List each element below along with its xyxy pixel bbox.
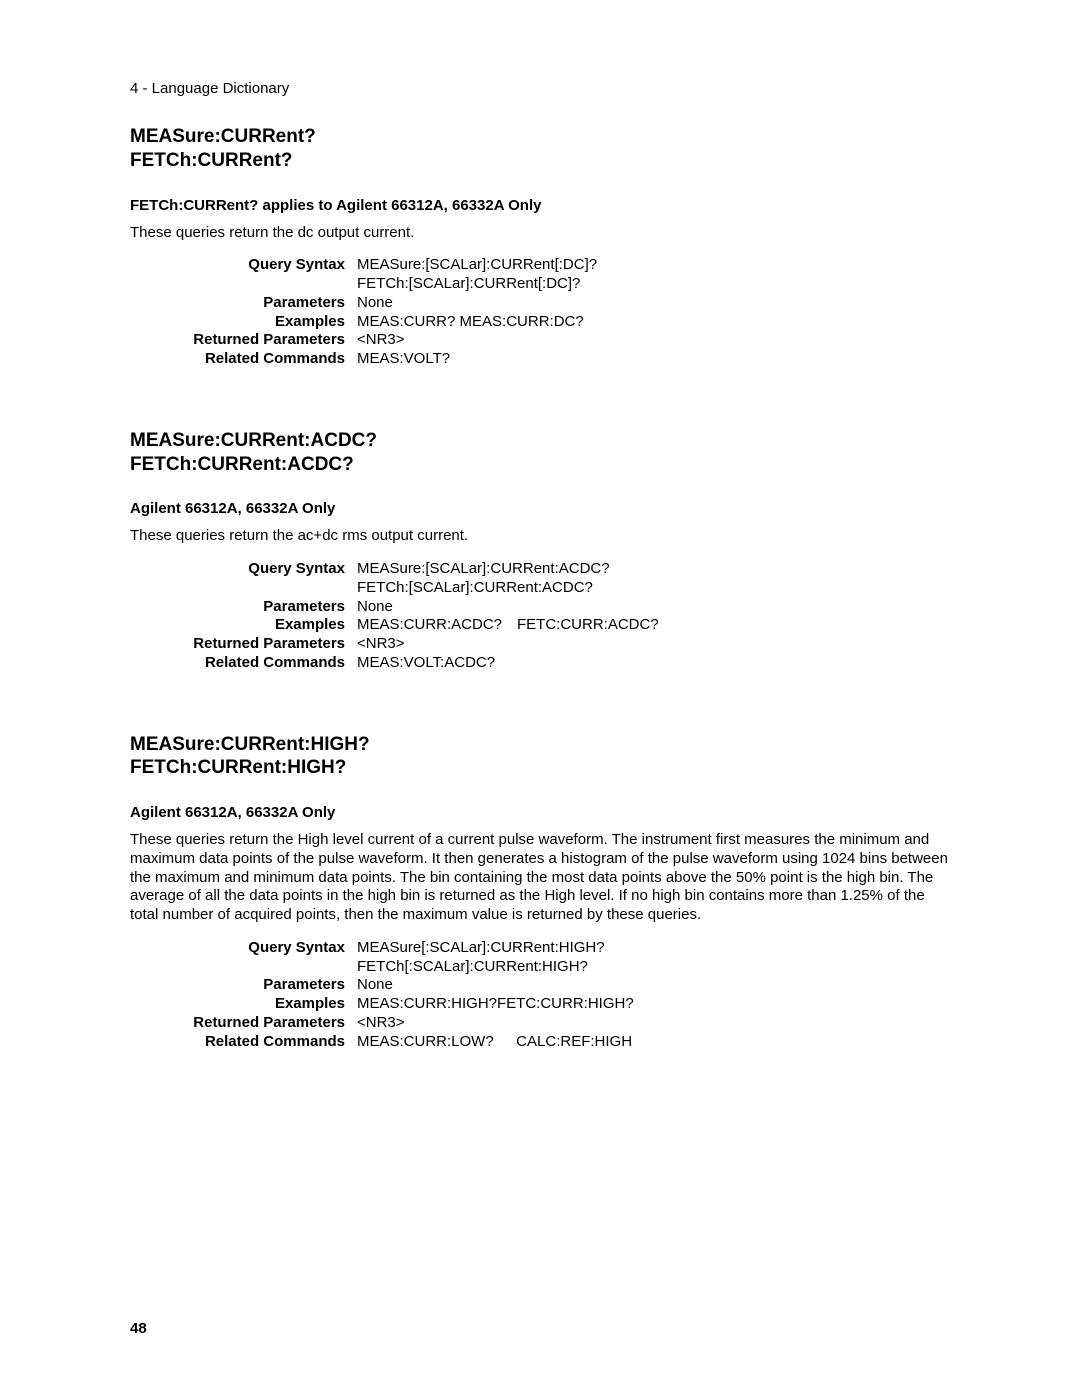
param-label: Examples (130, 995, 357, 1014)
param-label: Query Syntax (130, 256, 357, 275)
param-value: None (357, 976, 950, 995)
command-subhead: FETCh:CURRent? applies to Agilent 66312A… (130, 197, 950, 214)
command-description: These queries return the dc output curre… (130, 224, 950, 243)
command-title-line2: FETCh:CURRent? (130, 149, 950, 173)
param-value: MEAS:CURR:HIGH?FETC:CURR:HIGH? (357, 995, 950, 1014)
command-title-line2: FETCh:CURRent:ACDC? (130, 453, 950, 477)
param-label: Examples (130, 313, 357, 332)
command-subhead: Agilent 66312A, 66332A Only (130, 500, 950, 517)
param-label: Related Commands (130, 1033, 357, 1052)
param-value: None (357, 598, 950, 617)
param-value: MEASure:[SCALar]:CURRent:ACDC? (357, 560, 950, 579)
parameter-table: Query Syntax MEASure:[SCALar]:CURRent[:D… (130, 256, 950, 369)
param-label: Parameters (130, 976, 357, 995)
page-number: 48 (130, 1320, 147, 1337)
param-label: Returned Parameters (130, 331, 357, 350)
command-title-line1: MEASure:CURRent:ACDC? (130, 429, 950, 453)
param-row-related: Related Commands MEAS:CURR:LOW? CALC:REF… (130, 1033, 950, 1052)
param-label: Returned Parameters (130, 1014, 357, 1033)
param-row-query-syntax: Query Syntax MEASure:[SCALar]:CURRent[:D… (130, 256, 950, 275)
param-value: MEAS:CURR? MEAS:CURR:DC? (357, 313, 950, 332)
command-subhead: Agilent 66312A, 66332A Only (130, 804, 950, 821)
param-value: MEAS:VOLT? (357, 350, 950, 369)
param-label: Returned Parameters (130, 635, 357, 654)
param-value: FETCh[:SCALar]:CURRent:HIGH? (357, 958, 950, 977)
param-row-returned: Returned Parameters <NR3> (130, 331, 950, 350)
param-row-query-syntax: Query Syntax MEASure:[SCALar]:CURRent:AC… (130, 560, 950, 579)
param-label: Related Commands (130, 654, 357, 673)
param-value: FETCh:[SCALar]:CURRent[:DC]? (357, 275, 950, 294)
param-label: Examples (130, 616, 357, 635)
param-value: MEASure[:SCALar]:CURRent:HIGH? (357, 939, 950, 958)
param-value: FETCh:[SCALar]:CURRent:ACDC? (357, 579, 950, 598)
param-value: <NR3> (357, 1014, 950, 1033)
param-row-query-syntax-2: FETCh:[SCALar]:CURRent:ACDC? (130, 579, 950, 598)
param-value: MEAS:CURR:ACDC? FETC:CURR:ACDC? (357, 616, 950, 635)
param-row-returned: Returned Parameters <NR3> (130, 635, 950, 654)
command-description: These queries return the High level curr… (130, 831, 950, 925)
param-row-query-syntax-2: FETCh:[SCALar]:CURRent[:DC]? (130, 275, 950, 294)
param-value: <NR3> (357, 331, 950, 350)
param-label: Query Syntax (130, 560, 357, 579)
param-row-returned: Returned Parameters <NR3> (130, 1014, 950, 1033)
param-value: <NR3> (357, 635, 950, 654)
param-row-related: Related Commands MEAS:VOLT? (130, 350, 950, 369)
param-label: Related Commands (130, 350, 357, 369)
param-row-examples: Examples MEAS:CURR:ACDC? FETC:CURR:ACDC? (130, 616, 950, 635)
param-label-empty (130, 579, 357, 598)
param-row-related: Related Commands MEAS:VOLT:ACDC? (130, 654, 950, 673)
param-label-empty (130, 275, 357, 294)
param-value: MEAS:CURR:LOW? CALC:REF:HIGH (357, 1033, 950, 1052)
param-row-examples: Examples MEAS:CURR? MEAS:CURR:DC? (130, 313, 950, 332)
param-row-parameters: Parameters None (130, 598, 950, 617)
command-title-line1: MEASure:CURRent? (130, 125, 950, 149)
param-label: Query Syntax (130, 939, 357, 958)
param-row-examples: Examples MEAS:CURR:HIGH?FETC:CURR:HIGH? (130, 995, 950, 1014)
parameter-table: Query Syntax MEASure:[SCALar]:CURRent:AC… (130, 560, 950, 673)
param-row-query-syntax-2: FETCh[:SCALar]:CURRent:HIGH? (130, 958, 950, 977)
command-description: These queries return the ac+dc rms outpu… (130, 527, 950, 546)
param-row-query-syntax: Query Syntax MEASure[:SCALar]:CURRent:HI… (130, 939, 950, 958)
param-value: MEASure:[SCALar]:CURRent[:DC]? (357, 256, 950, 275)
param-label: Parameters (130, 598, 357, 617)
param-row-parameters: Parameters None (130, 976, 950, 995)
param-label: Parameters (130, 294, 357, 313)
param-value: MEAS:VOLT:ACDC? (357, 654, 950, 673)
command-title-line2: FETCh:CURRent:HIGH? (130, 756, 950, 780)
param-row-parameters: Parameters None (130, 294, 950, 313)
param-label-empty (130, 958, 357, 977)
command-title-line1: MEASure:CURRent:HIGH? (130, 733, 950, 757)
chapter-header: 4 - Language Dictionary (130, 80, 950, 97)
document-page: 4 - Language Dictionary MEASure:CURRent?… (0, 0, 1080, 1397)
parameter-table: Query Syntax MEASure[:SCALar]:CURRent:HI… (130, 939, 950, 1052)
param-value: None (357, 294, 950, 313)
